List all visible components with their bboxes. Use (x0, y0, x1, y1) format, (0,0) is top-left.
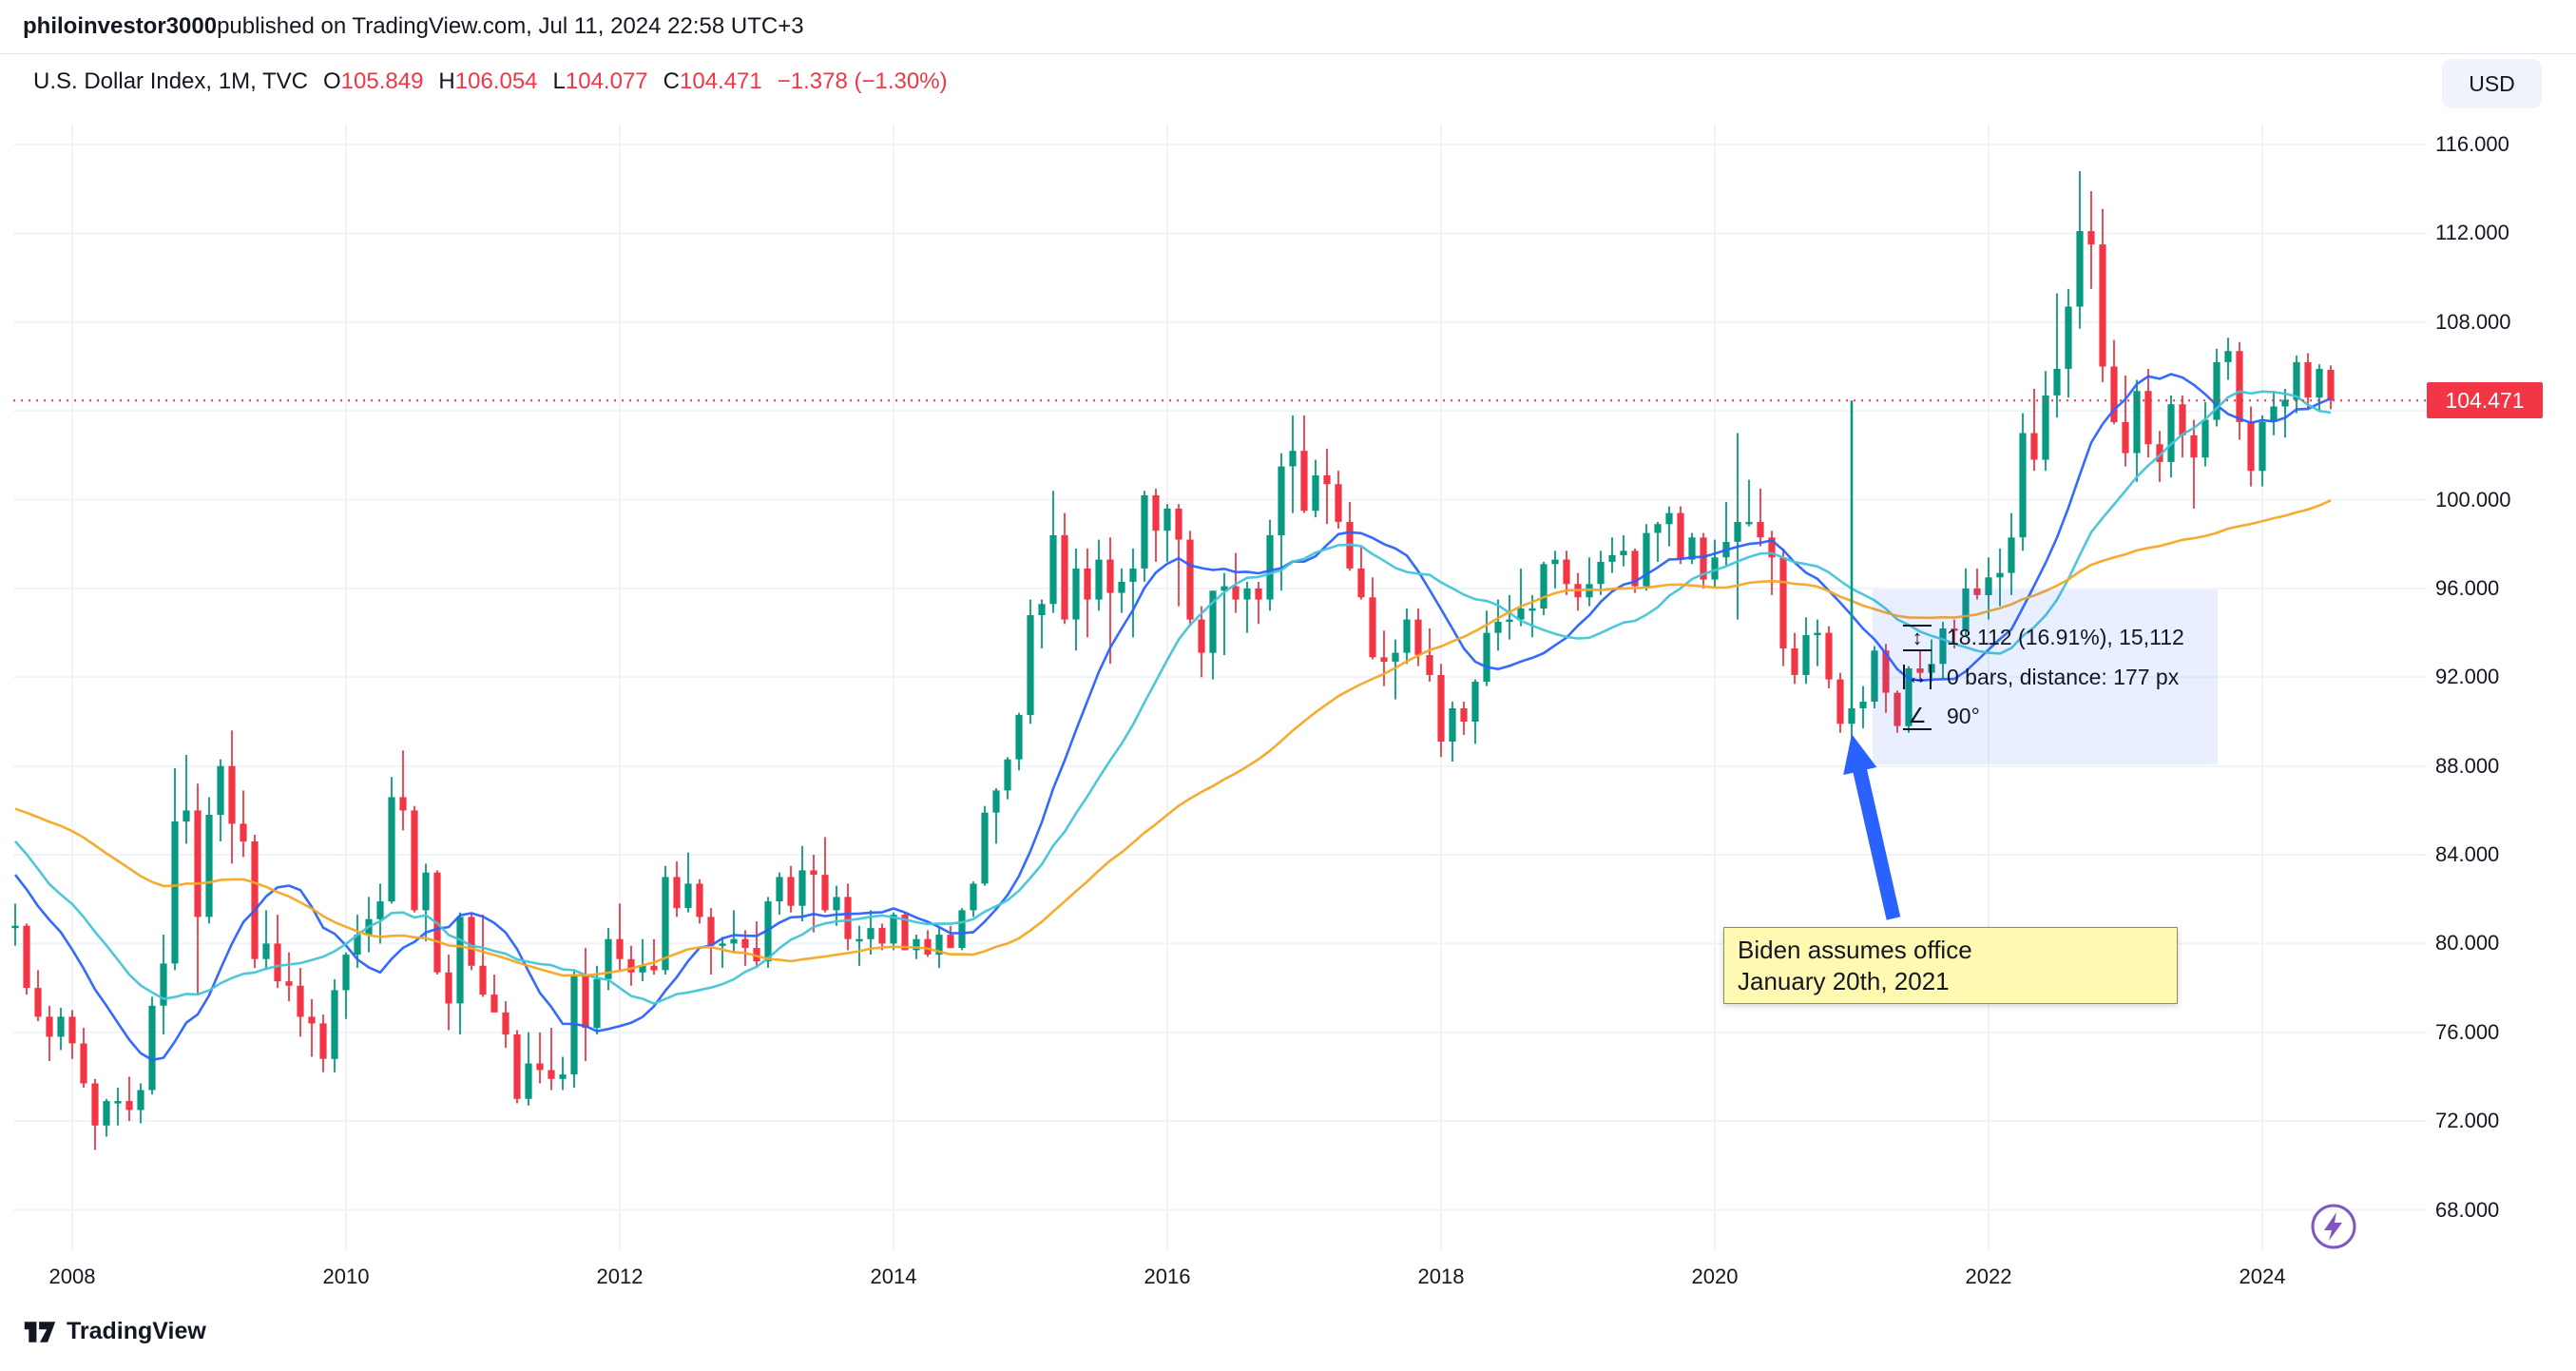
price-axis-label: 112.000 (2435, 221, 2509, 244)
biden-note[interactable]: Biden assumes office January 20th, 2021 (1723, 927, 2178, 1004)
change-value: −1.378 (−1.30%) (777, 68, 948, 94)
open-value: 105.849 (340, 68, 424, 94)
high-label: H (438, 68, 455, 94)
time-axis-label: 2018 (1417, 1265, 1465, 1288)
note-line-1: Biden assumes office (1738, 936, 1972, 964)
measure-bars-distance-row: ↔ 0 bars, distance: 177 px (1903, 665, 2218, 690)
measure-tool-info[interactable]: ↕ 18.112 (16.91%), 15,112 ↔ 0 bars, dist… (1873, 589, 2218, 764)
time-axis-label: 2008 (48, 1265, 96, 1288)
time-axis-label: 2022 (1965, 1265, 2012, 1288)
measure-angle-row: ∠ 90° (1903, 704, 2218, 730)
open-label: O (322, 68, 341, 94)
time-axis-label: 2010 (322, 1265, 370, 1288)
currency-button[interactable]: USD (2442, 59, 2542, 108)
price-axis-label: 72.000 (2435, 1109, 2500, 1132)
time-axis-label: 2016 (1144, 1265, 1191, 1288)
symbol-title[interactable]: U.S. Dollar Index, 1M, TVC (33, 68, 308, 94)
low-label: L (552, 68, 566, 94)
time-axis-label: 2014 (870, 1265, 917, 1288)
publish-header: philoinvestor3000 published on TradingVi… (0, 0, 2576, 54)
current-price-label: 104.471 (2427, 382, 2543, 418)
price-axis-label: 116.000 (2435, 132, 2509, 156)
time-axis-label: 2024 (2239, 1265, 2286, 1288)
measure-bars-distance-text: 0 bars, distance: 177 px (1947, 664, 2180, 689)
angle-icon: ∠ (1903, 704, 1932, 730)
boost-circle (2311, 1204, 2356, 1249)
tradingview-logo (24, 1321, 56, 1342)
price-axis-label: 68.000 (2435, 1198, 2500, 1222)
lightning-bolt-icon (2324, 1212, 2342, 1241)
high-value: 106.054 (454, 68, 538, 94)
symbol-info-row[interactable]: U.S. Dollar Index, 1M, TVC O 105.849 H 106… (33, 67, 948, 97)
price-axis-label: 80.000 (2435, 931, 2500, 955)
bars-distance-icon: ↔ (1903, 665, 1932, 689)
boost-icon[interactable] (2308, 1201, 2359, 1252)
price-axis-label: 96.000 (2435, 576, 2500, 600)
price-axis-label: 108.000 (2435, 310, 2511, 334)
author-name: philoinvestor3000 (23, 13, 218, 39)
measure-angle-text: 90° (1947, 704, 1980, 728)
note-line-2: January 20th, 2021 (1738, 967, 1950, 995)
low-value: 104.077 (565, 68, 648, 94)
price-axis-label: 84.000 (2435, 842, 2500, 866)
measure-price-range-row: ↕ 18.112 (16.91%), 15,112 (1903, 624, 2218, 651)
ohlc-readout: O 105.849 H 106.054 L 104.077 C 104.471 −1.3… (323, 68, 948, 95)
footer-brand-bar[interactable]: TradingView (23, 1318, 206, 1345)
price-range-icon: ↕ (1903, 624, 1932, 651)
time-axis-label: 2020 (1691, 1265, 1739, 1288)
publish-info: published on TradingView.com, Jul 11, 20… (217, 13, 804, 39)
price-axis-label: 76.000 (2435, 1020, 2500, 1044)
price-axis-label: 88.000 (2435, 754, 2500, 778)
measure-price-range-text: 18.112 (16.91%), 15,112 (1947, 625, 2184, 649)
time-axis-label: 2012 (596, 1265, 644, 1288)
close-label: C (663, 68, 680, 94)
price-axis-label: 92.000 (2435, 665, 2500, 688)
close-value: 104.471 (680, 68, 762, 94)
price-axis-label: 100.000 (2435, 488, 2511, 512)
footer-brand-text: TradingView (67, 1318, 206, 1344)
